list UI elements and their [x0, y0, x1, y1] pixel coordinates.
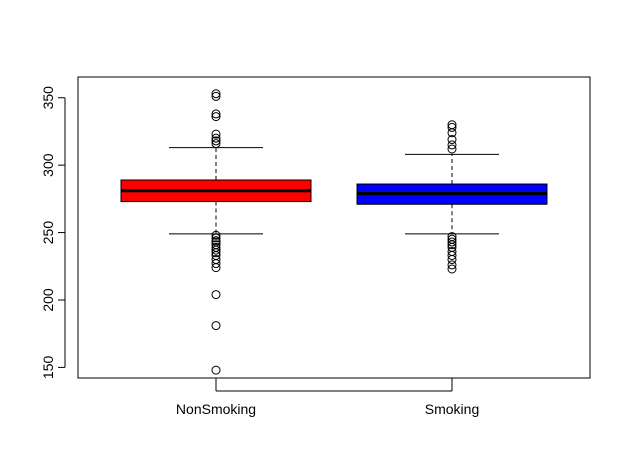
box-group-NonSmoking: [120, 89, 312, 375]
plot-frame: [77, 76, 591, 379]
outlier-Smoking-3: [447, 135, 457, 145]
outlier-NonSmoking-7: [211, 139, 221, 149]
y-axis: 150 200 250 300 350: [40, 86, 66, 380]
y-tick-label-250: 250: [40, 221, 56, 245]
outlier-Smoking-8: [447, 237, 457, 247]
y-tick-label-350: 350: [40, 86, 56, 110]
outlier-Smoking-9: [447, 240, 457, 250]
outlier-NonSmoking-4: [211, 129, 221, 139]
outlier-NonSmoking-8: [211, 230, 221, 240]
x-tick-label-NonSmoking: NonSmoking: [176, 401, 256, 417]
outlier-NonSmoking-1: [211, 91, 221, 101]
outlier-Smoking-14: [447, 260, 457, 270]
outlier-Smoking-1: [447, 122, 457, 132]
outlier-Smoking-15: [447, 264, 457, 274]
outlier-NonSmoking-2: [211, 109, 221, 119]
outlier-NonSmoking-22: [211, 365, 221, 375]
outlier-NonSmoking-18: [211, 259, 221, 269]
outlier-Smoking-5: [447, 144, 457, 154]
x-tick-label-Smoking: Smoking: [425, 401, 479, 417]
outlier-NonSmoking-3: [211, 112, 221, 122]
outlier-NonSmoking-21: [211, 321, 221, 331]
x-axis: NonSmoking Smoking: [176, 378, 479, 417]
outlier-Smoking-2: [447, 128, 457, 138]
outlier-NonSmoking-20: [211, 290, 221, 300]
outlier-NonSmoking-6: [211, 136, 221, 146]
boxes-layer: [120, 89, 548, 375]
y-tick-label-300: 300: [40, 153, 56, 177]
outlier-NonSmoking-14: [211, 245, 221, 255]
outlier-NonSmoking-5: [211, 133, 221, 143]
box-group-Smoking: [356, 120, 548, 274]
y-tick-label-150: 150: [40, 356, 56, 380]
outlier-NonSmoking-19: [211, 263, 221, 273]
outlier-Smoking-13: [447, 255, 457, 265]
outlier-NonSmoking-15: [211, 248, 221, 258]
outlier-Smoking-12: [447, 250, 457, 260]
outlier-NonSmoking-9: [211, 233, 221, 243]
outlier-Smoking-4: [447, 140, 457, 150]
outlier-NonSmoking-0: [211, 89, 221, 99]
y-tick-label-200: 200: [40, 288, 56, 312]
